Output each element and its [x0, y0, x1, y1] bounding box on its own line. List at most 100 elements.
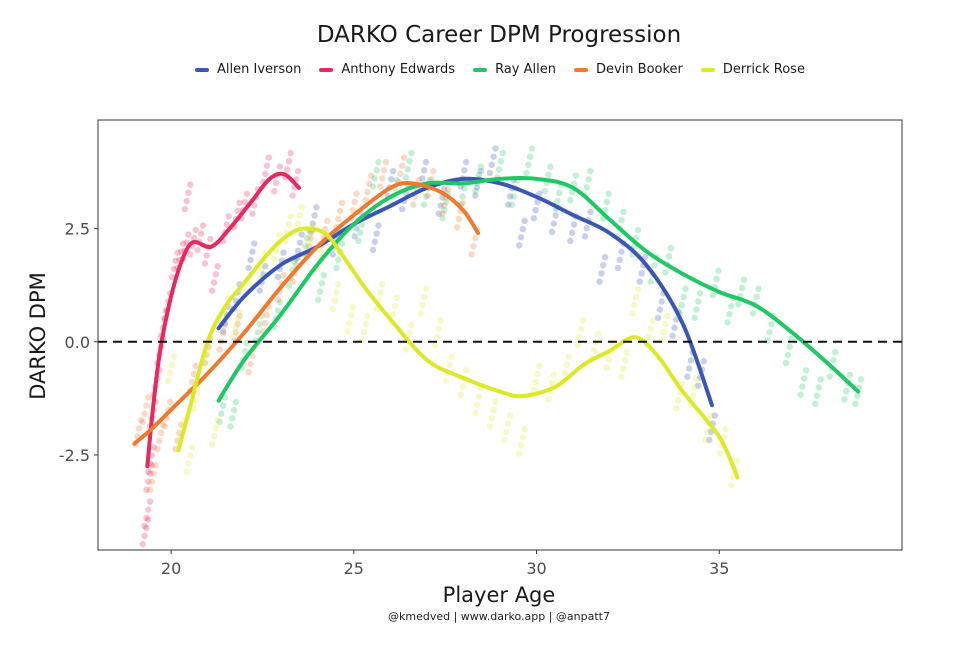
- data-point-derrick-rose: [232, 324, 240, 331]
- data-point-ray-allen: [355, 237, 362, 245]
- data-point-allen-iverson: [473, 184, 481, 191]
- data-point-derrick-rose: [519, 434, 527, 441]
- data-point-derrick-rose: [419, 301, 426, 309]
- data-point-devin-booker: [382, 158, 389, 166]
- data-point-allen-iverson: [329, 251, 337, 258]
- data-point-derrick-rose: [673, 405, 680, 412]
- data-point-ray-allen: [218, 410, 225, 417]
- data-point-derrick-rose: [210, 433, 218, 440]
- data-point-anthony-edwards: [139, 540, 146, 548]
- data-point-allen-iverson: [515, 242, 523, 249]
- data-point-ray-allen: [651, 262, 658, 269]
- data-point-allen-iverson: [616, 256, 623, 264]
- data-point-derrick-rose: [545, 396, 552, 403]
- data-point-devin-booker: [137, 416, 145, 424]
- data-point-derrick-rose: [187, 452, 194, 459]
- data-point-derrick-rose: [457, 391, 464, 398]
- data-point-allen-iverson: [375, 222, 382, 229]
- data-point-ray-allen: [335, 256, 342, 264]
- data-point-anthony-edwards: [214, 263, 221, 270]
- data-point-ray-allen: [693, 306, 700, 313]
- data-point-derrick-rose: [459, 383, 466, 390]
- data-point-anthony-edwards: [249, 210, 256, 217]
- data-point-ray-allen: [304, 234, 311, 242]
- data-point-ray-allen: [254, 329, 262, 336]
- data-point-ray-allen: [603, 198, 611, 206]
- data-point-derrick-rose: [212, 425, 220, 432]
- data-point-ray-allen: [547, 163, 554, 170]
- data-point-anthony-edwards: [261, 170, 269, 178]
- data-point-derrick-rose: [285, 221, 293, 228]
- data-point-devin-booker: [247, 360, 254, 368]
- data-point-derrick-rose: [521, 425, 528, 433]
- data-point-ray-allen: [620, 208, 627, 216]
- data-point-allen-iverson: [251, 240, 258, 247]
- data-point-derrick-rose: [362, 320, 369, 328]
- data-point-ray-allen: [227, 423, 234, 430]
- data-point-allen-iverson: [294, 247, 302, 255]
- data-point-ray-allen: [841, 396, 848, 403]
- data-point-derrick-rose: [561, 369, 569, 377]
- data-point-ray-allen: [830, 357, 837, 364]
- x-tick-label: 35: [709, 559, 729, 578]
- data-point-allen-iverson: [472, 192, 479, 199]
- data-point-allen-iverson: [530, 215, 538, 222]
- data-point-allen-iverson: [247, 256, 254, 264]
- data-point-ray-allen: [541, 187, 548, 195]
- data-point-devin-booker: [190, 370, 198, 378]
- data-point-derrick-rose: [190, 405, 198, 412]
- data-point-derrick-rose: [662, 320, 669, 328]
- data-point-anthony-edwards: [143, 514, 150, 522]
- data-point-ray-allen: [667, 244, 675, 252]
- data-point-anthony-edwards: [168, 273, 176, 281]
- data-point-derrick-rose: [663, 312, 671, 320]
- data-point-allen-iverson: [656, 306, 664, 313]
- data-point-devin-booker: [263, 311, 271, 319]
- series-line-anthony-edwards: [145, 171, 301, 469]
- data-point-allen-iverson: [280, 249, 287, 256]
- data-point-allen-iverson: [486, 169, 494, 177]
- data-point-derrick-rose: [517, 442, 525, 449]
- data-point-ray-allen: [357, 229, 364, 236]
- x-tick-label: 30: [526, 559, 546, 578]
- data-point-allen-iverson: [598, 270, 605, 277]
- data-point-anthony-edwards: [141, 522, 148, 530]
- data-point-anthony-edwards: [192, 226, 199, 234]
- data-point-derrick-rose: [329, 305, 337, 312]
- data-point-derrick-rose: [360, 329, 368, 336]
- data-point-anthony-edwards: [225, 213, 232, 220]
- data-point-ray-allen: [285, 282, 293, 290]
- data-point-ray-allen: [682, 285, 689, 293]
- data-point-derrick-rose: [318, 248, 326, 255]
- data-point-derrick-rose: [296, 212, 304, 219]
- data-point-derrick-rose: [435, 325, 442, 332]
- data-point-allen-iverson: [435, 210, 442, 217]
- data-point-allen-iverson: [671, 324, 678, 331]
- y-tick-label: -2.5: [59, 446, 90, 465]
- data-point-derrick-rose: [621, 357, 629, 364]
- data-point-ray-allen: [766, 329, 773, 336]
- data-point-allen-iverson: [311, 212, 318, 219]
- data-point-allen-iverson: [353, 224, 360, 232]
- data-point-allen-iverson: [642, 253, 649, 261]
- data-point-derrick-rose: [344, 328, 351, 335]
- data-point-ray-allen: [554, 197, 561, 205]
- data-point-allen-iverson: [654, 314, 662, 321]
- data-point-anthony-edwards: [243, 190, 251, 197]
- data-point-derrick-rose: [490, 406, 497, 414]
- data-point-allen-iverson: [488, 161, 495, 169]
- legend-label-ray-allen: Ray Allen: [495, 62, 556, 77]
- data-point-derrick-rose: [462, 367, 470, 374]
- data-point-devin-booker: [146, 486, 154, 493]
- data-point-derrick-rose: [574, 341, 581, 349]
- data-point-devin-booker: [143, 402, 150, 409]
- data-point-anthony-edwards: [198, 230, 205, 237]
- data-point-derrick-rose: [185, 460, 192, 467]
- data-point-ray-allen: [371, 175, 379, 182]
- data-point-ray-allen: [713, 275, 720, 283]
- chart-caption: @kmedved | www.darko.app | @anpatt7: [388, 610, 610, 623]
- data-point-derrick-rose: [183, 468, 190, 475]
- data-point-allen-iverson: [600, 262, 607, 269]
- data-point-devin-booker: [192, 362, 199, 369]
